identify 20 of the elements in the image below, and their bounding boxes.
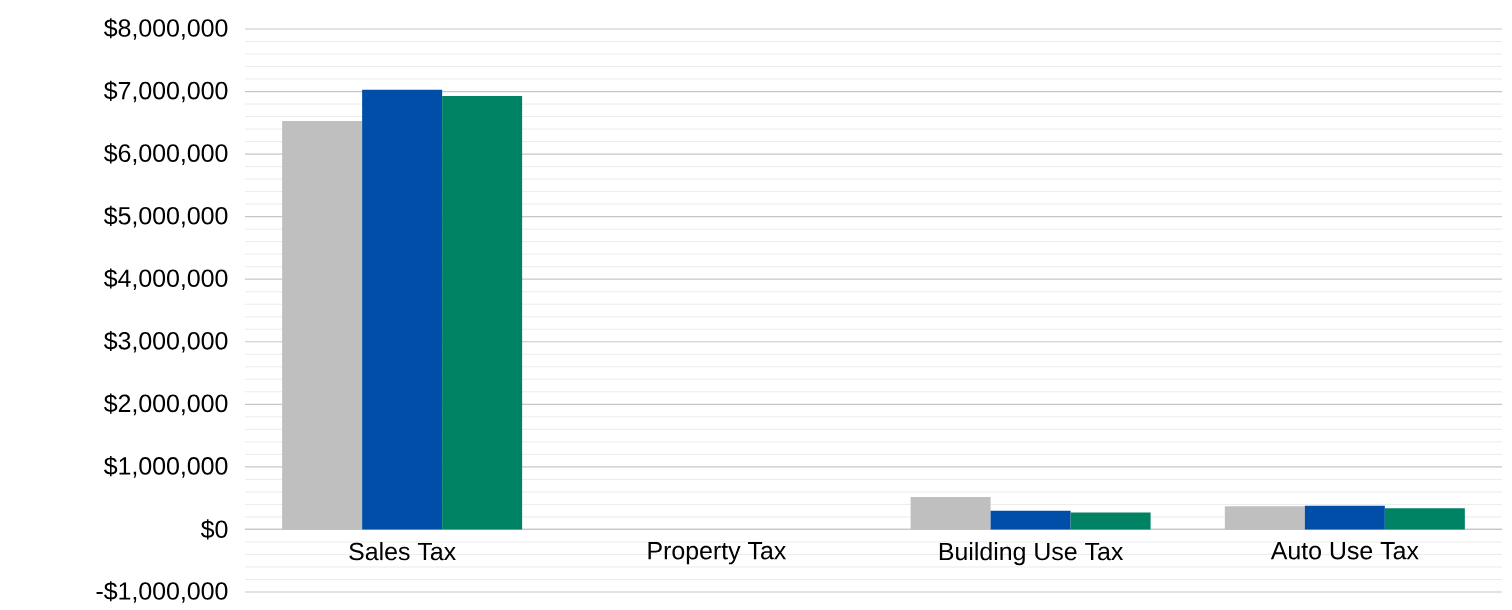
bar <box>1384 508 1465 530</box>
y-tick-label: -$1,000,000 <box>96 581 228 603</box>
y-tick-label: $6,000,000 <box>104 143 228 165</box>
x-tick-label: Sales Tax <box>349 542 456 561</box>
y-tick-label: $5,000,000 <box>104 205 228 228</box>
bar <box>1070 512 1151 530</box>
y-tick-label: $1,000,000 <box>104 456 228 478</box>
x-tick-label: Property Tax <box>648 542 787 565</box>
y-tick-label: $0 <box>200 519 228 540</box>
bar <box>362 89 443 530</box>
x-tick-label: Auto Use Tax <box>1270 542 1419 560</box>
bar <box>1304 505 1385 530</box>
y-tick-label: $8,000,000 <box>104 18 228 40</box>
y-tick-label: $2,000,000 <box>104 393 228 416</box>
x-tick-label: Building Use Tax <box>939 542 1124 566</box>
y-tick-label: $4,000,000 <box>104 268 228 291</box>
y-tick-label: $7,000,000 <box>104 80 228 103</box>
bar <box>442 95 523 530</box>
bar <box>990 510 1071 530</box>
y-tick-label: $3,000,000 <box>104 330 228 353</box>
